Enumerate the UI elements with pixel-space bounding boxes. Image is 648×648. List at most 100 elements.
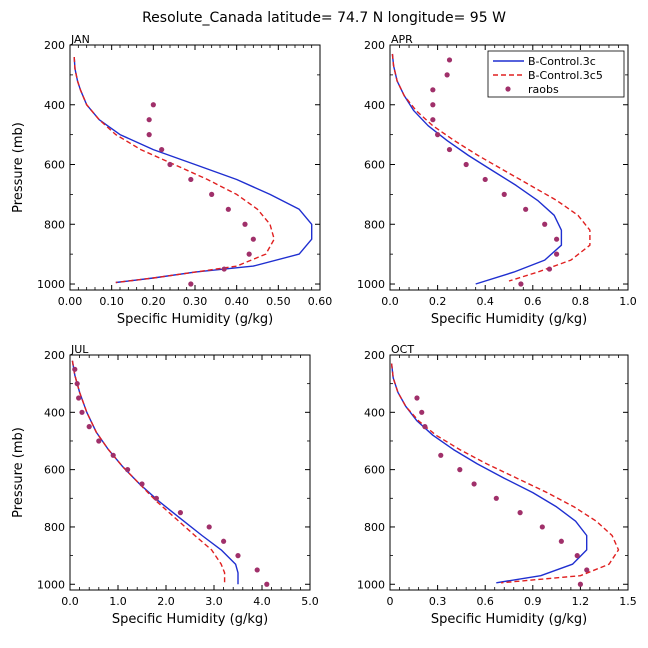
x-tick-label: 0.30: [183, 295, 208, 308]
legend-box: [487, 50, 625, 98]
raobs-point: [246, 251, 252, 257]
x-tick-label: 0.0: [61, 595, 79, 608]
raobs-point: [438, 452, 444, 458]
raobs-point: [446, 146, 453, 153]
raobs-point: [558, 538, 564, 544]
raobs-point: [539, 524, 545, 530]
raobs-point: [235, 553, 241, 559]
raobs-point: [86, 424, 92, 430]
x-tick-label: 0.6: [524, 295, 542, 308]
raobs-point: [139, 481, 145, 487]
raobs-point: [574, 553, 580, 559]
x-tick-label: 0.0: [381, 295, 399, 308]
raobs-point: [517, 510, 523, 516]
plot-frame: [389, 354, 629, 591]
panel-jan: JAN 0.00 0.10 0.20 0.30 0.40 0.50 0.60 200 400 600…: [11, 33, 332, 327]
panel-title-apr: APR: [391, 33, 413, 46]
raobs-point: [150, 102, 156, 108]
y-tick-label: 200: [364, 39, 385, 52]
raobs-point: [264, 581, 270, 587]
y-tick-label: 800: [44, 521, 65, 534]
x-axis-label: Specific Humidity (g/kg): [431, 312, 587, 327]
legend-label-b-control-3c: B-Control.3c: [528, 55, 596, 68]
raobs-point: [153, 495, 159, 501]
raobs-point: [250, 236, 256, 242]
panel-title-oct: OCT: [391, 343, 414, 356]
raobs-point: [188, 176, 194, 183]
x-axis-label: Specific Humidity (g/kg): [431, 612, 587, 627]
raobs-point: [435, 132, 441, 138]
raobs-point: [444, 72, 450, 78]
y-tick-label: 400: [364, 99, 385, 112]
y-tick-label: 600: [364, 159, 385, 172]
raobs-point: [167, 161, 173, 168]
panel-title-jan: JAN: [70, 33, 90, 46]
y-tick-label: 800: [364, 521, 385, 534]
raobs-point: [493, 495, 499, 501]
raobs-point: [79, 409, 85, 415]
series-raobs-points: [430, 57, 560, 287]
raobs-point: [96, 438, 102, 444]
raobs-point: [482, 176, 488, 183]
x-tick-label: 0.3: [429, 595, 447, 608]
panel-apr: APR 0.0 0.2 0.4 0.6 0.8 1.0 200 400 600 800 1000 Spe…: [357, 33, 637, 327]
raobs-point: [546, 266, 553, 272]
raobs-point: [221, 538, 227, 544]
series-line-b-control-3c5: [71, 360, 226, 585]
raobs-point: [74, 381, 80, 387]
series-line-b-control-3c: [391, 53, 563, 285]
y-tick-label: 400: [44, 406, 65, 419]
x-tick-label: 0.9: [524, 595, 542, 608]
y-tick-label: 400: [364, 406, 385, 419]
raobs-point: [254, 567, 260, 573]
raobs-point: [430, 117, 436, 123]
raobs-point: [225, 206, 231, 212]
x-tick-label: 0.6: [476, 595, 494, 608]
series-line-b-control-3c5: [391, 53, 591, 282]
raobs-point: [206, 524, 212, 530]
raobs-point: [72, 366, 78, 372]
raobs-point: [446, 57, 453, 63]
panels: JAN 0.00 0.10 0.20 0.30 0.4 0 0.50 0.60 200 400 600…: [11, 33, 637, 627]
legend-label-b-control-3c5: B-Control.3c5: [528, 69, 603, 82]
x-tick-label: 1.0: [109, 595, 127, 608]
y-tick-label: 600: [364, 464, 385, 477]
raobs-point: [463, 161, 469, 168]
panel-jul: JUL 0.0 1.0 2.0 3.0 4.0 5.0 200 400 600 800 1000 Spe…: [11, 343, 319, 627]
figure-title: Resolute_Canada latitude= 74.7 N longitu…: [142, 10, 506, 26]
x-axis-label: Specific Humidity (g/kg): [112, 612, 268, 627]
x-tick-label: 0.2: [429, 295, 447, 308]
series-line-b-control-3c5: [390, 363, 620, 584]
raobs-point: [523, 206, 529, 212]
x-tick-label: 1.2: [572, 595, 590, 608]
y-tick-label: 200: [44, 39, 65, 52]
series-raobs-points: [414, 395, 590, 587]
x-tick-label: 0.10: [99, 295, 124, 308]
raobs-point: [422, 424, 428, 430]
x-tick-label: 0.60: [308, 295, 333, 308]
raobs-point: [110, 452, 116, 458]
x-tick-label: 0.4: [476, 295, 494, 308]
series-raobs-points: [146, 102, 256, 287]
raobs-point: [221, 266, 227, 272]
plot-frame: [389, 44, 629, 291]
raobs-point: [430, 87, 436, 93]
raobs-point: [584, 567, 590, 573]
y-axis-label: Pressure (mb): [11, 122, 26, 213]
y-tick-label: 200: [364, 349, 385, 362]
y-tick-label: 200: [44, 349, 65, 362]
raobs-point: [188, 281, 194, 287]
x-tick-label: 0.50: [266, 295, 291, 308]
raobs-point: [577, 581, 584, 587]
x-tick-label: 3.0: [205, 595, 223, 608]
y-tick-label: 1000: [37, 578, 65, 591]
y-tick-label: 1000: [357, 278, 385, 291]
x-tick-label: 0.20: [141, 295, 166, 308]
legend-marker-raobs: [505, 86, 511, 92]
x-tick-label: 0: [387, 595, 394, 608]
series-line-b-control-3c5: [73, 56, 275, 284]
x-tick-label: 0.00: [58, 295, 83, 308]
raobs-point: [125, 467, 131, 473]
x-tick-label: 0.8: [572, 295, 590, 308]
